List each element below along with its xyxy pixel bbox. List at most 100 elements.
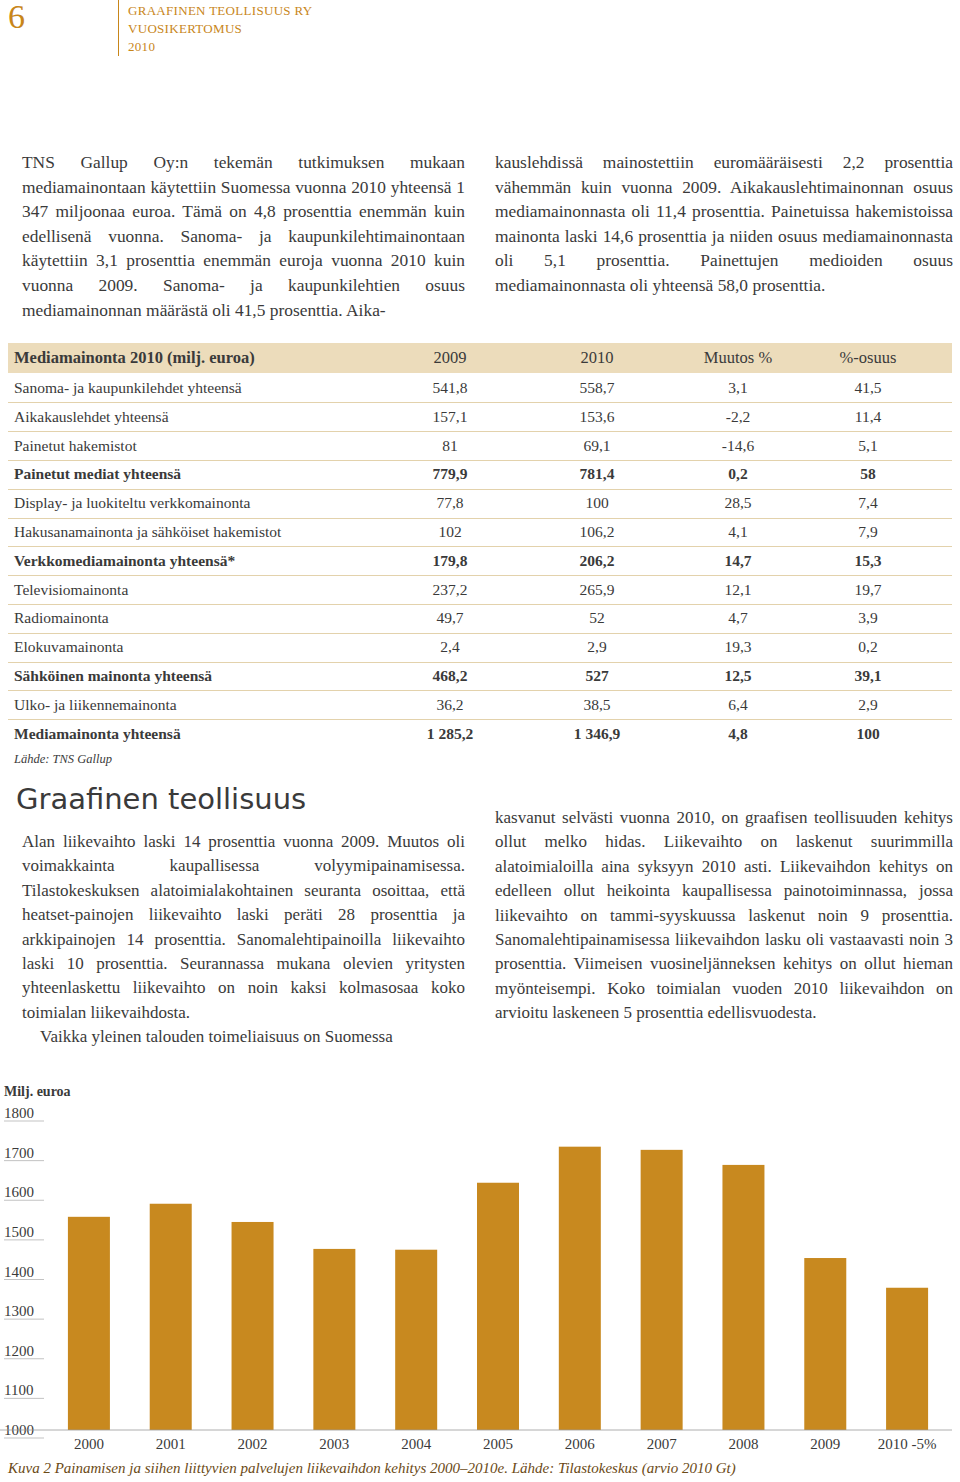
y-tick-label: 1800	[4, 1105, 34, 1121]
table-column-header: 2010	[532, 344, 662, 372]
x-tick-label: 2000	[74, 1436, 104, 1452]
table-cell: 100	[532, 489, 662, 517]
table-row-rule	[8, 460, 952, 461]
table-cell: 541,8	[385, 374, 515, 402]
header-line: 2010	[128, 38, 155, 55]
chart-caption: Kuva 2 Painamisen ja siihen liittyvien p…	[7, 1460, 736, 1477]
table-row-label: Hakusanamainonta ja sähköiset hakemistot	[14, 518, 281, 546]
table-row-label: Mediamainonta yhteensä	[14, 720, 181, 748]
table-row-rule	[8, 575, 952, 576]
x-tick-label: 2008	[728, 1436, 758, 1452]
table-cell: 15,3	[803, 547, 933, 575]
table-cell: 81	[385, 432, 515, 460]
table-row-label: Painetut hakemistot	[14, 432, 137, 460]
table-cell: 39,1	[803, 662, 933, 690]
section-left: Alan liikevaihto laski 14 prosenttia vuo…	[22, 830, 465, 1050]
table-cell: -2,2	[673, 403, 803, 431]
table-row-rule	[8, 633, 952, 634]
x-axis	[0, 1430, 952, 1431]
page-number: 6	[8, 0, 25, 36]
table-cell: 58	[803, 460, 933, 488]
table-cell: 6,4	[673, 691, 803, 719]
table-cell: 77,8	[385, 489, 515, 517]
table-cell: 100	[803, 720, 933, 748]
bar	[150, 1204, 192, 1430]
x-tick-label: 2002	[238, 1436, 268, 1452]
table-cell: 3,1	[673, 374, 803, 402]
x-tick-label: 2001	[156, 1436, 186, 1452]
y-axis-label: Milj. euroa	[4, 1084, 71, 1099]
table-row-label: Ulko- ja liikennemainonta	[14, 691, 177, 719]
bar	[722, 1165, 764, 1430]
table-row-rule	[8, 604, 952, 605]
table-cell: 12,5	[673, 662, 803, 690]
table-cell: 19,7	[803, 576, 933, 604]
y-tick-label: 1300	[4, 1303, 34, 1319]
x-tick-label: 2010 -5%	[878, 1436, 937, 1452]
intro-left: TNS Gallup Oy:n tekemän tutkimuksen muka…	[22, 150, 465, 322]
table-cell: 28,5	[673, 489, 803, 517]
table-cell: 41,5	[803, 374, 933, 402]
table-cell: 153,6	[532, 403, 662, 431]
table-cell: 7,9	[803, 518, 933, 546]
table-cell: 0,2	[803, 633, 933, 661]
table-cell: -14,6	[673, 432, 803, 460]
table-cell: 69,1	[532, 432, 662, 460]
table-row-rule	[8, 431, 952, 432]
table-source: Lähde: TNS Gallup	[14, 752, 112, 767]
table-row-rule	[8, 402, 952, 403]
table-cell: 781,4	[532, 460, 662, 488]
table-cell: 4,8	[673, 720, 803, 748]
section-heading: Graafinen teollisuus	[16, 782, 306, 816]
bar	[804, 1258, 846, 1430]
y-tick-label: 1600	[4, 1184, 34, 1200]
y-tick-label: 1400	[4, 1264, 34, 1280]
table-cell: 237,2	[385, 576, 515, 604]
bar	[641, 1150, 683, 1430]
table-cell: 2,9	[803, 691, 933, 719]
bar-chart: Milj. euroa10001100120013001400150016001…	[0, 1080, 960, 1482]
table-cell: 468,2	[385, 662, 515, 690]
table-cell: 0,2	[673, 460, 803, 488]
table-cell: 779,9	[385, 460, 515, 488]
table-row-rule	[8, 489, 952, 490]
table-row-label: Radiomainonta	[14, 604, 109, 632]
x-tick-label: 2009	[810, 1436, 840, 1452]
x-tick-label: 2007	[647, 1436, 678, 1452]
section-paragraph: Alan liikevaihto laski 14 prosenttia vuo…	[22, 830, 465, 1025]
table-cell: 179,8	[385, 547, 515, 575]
table-cell: 102	[385, 518, 515, 546]
table-cell: 2,9	[532, 633, 662, 661]
table-column-header: Mediamainonta 2010 (milj. euroa)	[14, 344, 255, 372]
table-cell: 49,7	[385, 604, 515, 632]
table-cell: 5,1	[803, 432, 933, 460]
table-cell: 265,9	[532, 576, 662, 604]
bar	[313, 1249, 355, 1430]
table-cell: 38,5	[532, 691, 662, 719]
table-cell: 19,3	[673, 633, 803, 661]
table-cell: 4,1	[673, 518, 803, 546]
table-cell: 11,4	[803, 403, 933, 431]
section-right: kasvanut selvästi vuonna 2010, on graafi…	[495, 806, 953, 1026]
intro-right: kauslehdissä mainostettiin euromääräises…	[495, 150, 953, 298]
header-line: GRAAFINEN TEOLLISUUS RY	[128, 2, 312, 19]
table-cell: 106,2	[532, 518, 662, 546]
table-cell: 1 346,9	[532, 720, 662, 748]
table-row-rule	[8, 546, 952, 547]
y-tick-label: 1100	[4, 1382, 33, 1398]
table-row-label: Verkkomediamainonta yhteensä*	[14, 547, 235, 575]
table-cell: 527	[532, 662, 662, 690]
x-tick-label: 2005	[483, 1436, 513, 1452]
table-row-label: Display- ja luokiteltu verkkomainonta	[14, 489, 250, 517]
table-row-label: Televisiomainonta	[14, 576, 128, 604]
bar	[68, 1217, 110, 1430]
table-row-rule	[8, 719, 952, 720]
bar	[395, 1250, 437, 1430]
table-row-rule	[8, 690, 952, 691]
section-paragraph: kasvanut selvästi vuonna 2010, on graafi…	[495, 806, 953, 1026]
bar	[886, 1288, 928, 1430]
bar	[232, 1222, 274, 1430]
table-cell: 7,4	[803, 489, 933, 517]
bar	[559, 1147, 601, 1430]
table-column-header: 2009	[385, 344, 515, 372]
